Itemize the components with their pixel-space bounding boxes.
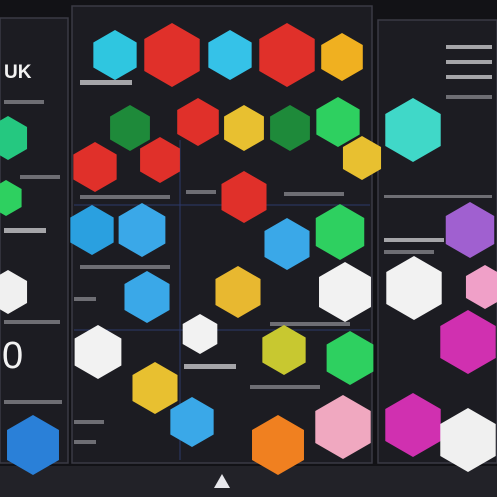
text-line	[20, 175, 60, 179]
text-line	[4, 228, 46, 233]
text-line	[80, 80, 132, 85]
text-line	[446, 75, 492, 79]
text-line	[284, 192, 344, 196]
text-line	[184, 364, 236, 369]
text-line	[270, 322, 350, 326]
text-line	[446, 60, 492, 64]
bottom-bar	[0, 466, 497, 497]
text-line	[80, 195, 170, 199]
text-line	[74, 440, 96, 444]
text-line	[4, 400, 62, 404]
text-line	[80, 265, 170, 269]
panel-title: UK	[4, 62, 32, 83]
text-line	[384, 195, 492, 198]
text-line	[4, 100, 44, 104]
text-line	[446, 95, 492, 99]
text-line	[384, 238, 444, 242]
text-line	[74, 297, 96, 301]
text-line	[186, 190, 216, 194]
stat-value: 0	[2, 335, 23, 377]
text-line	[250, 385, 320, 389]
text-line	[446, 45, 492, 49]
text-line	[384, 250, 434, 254]
left-panel	[0, 17, 69, 464]
text-line	[74, 420, 104, 424]
text-placeholders	[4, 45, 492, 444]
up-arrow-button[interactable]	[214, 474, 230, 488]
text-line	[4, 320, 60, 324]
